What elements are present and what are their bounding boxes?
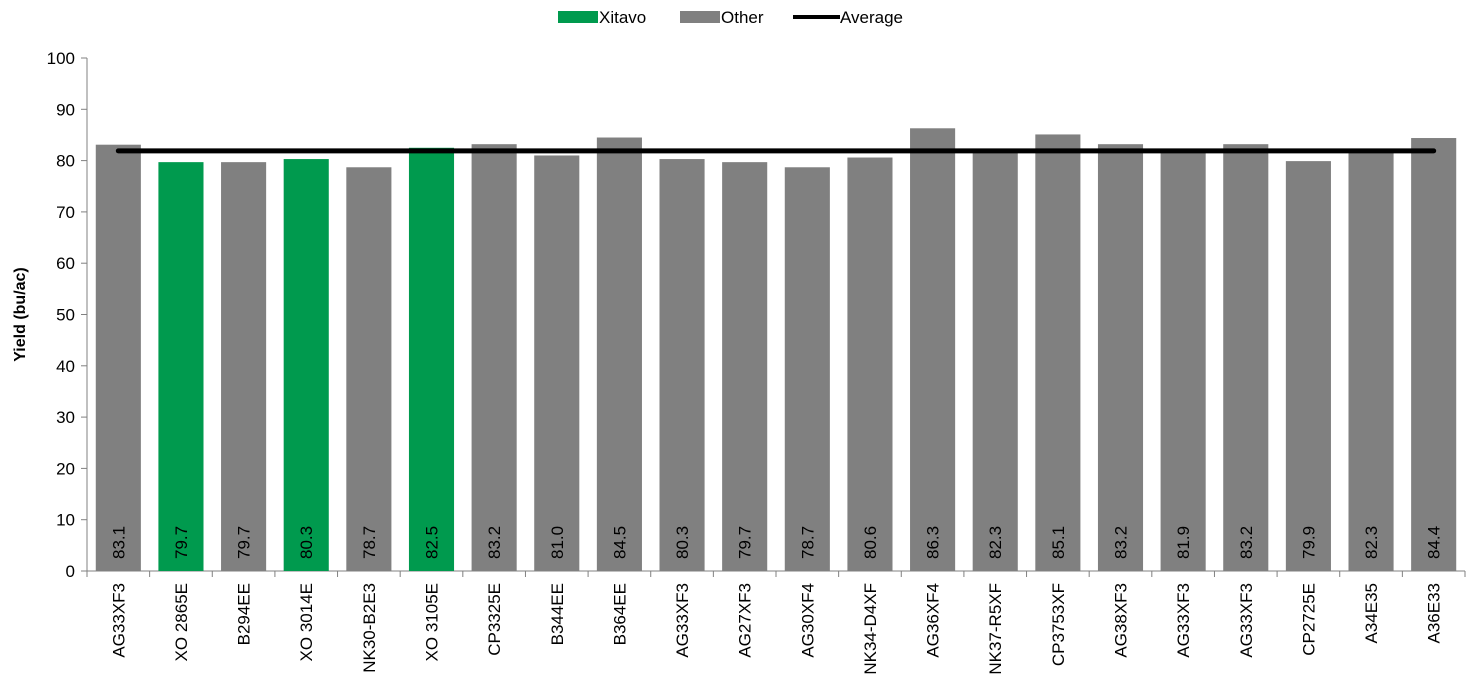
category-label: AG33XF3 [1174, 583, 1193, 658]
y-tick-label: 50 [56, 306, 75, 325]
bar-other [95, 144, 141, 571]
legend-swatch-other [680, 11, 720, 23]
bar-other [534, 155, 580, 571]
bar-value-label: 84.5 [610, 526, 629, 559]
category-label: AG33XF3 [109, 583, 128, 658]
legend-label-other: Other [721, 8, 764, 27]
category-labels: AG33XF3 XO 2865E B294EE XO 3014E NK30-B2E3 XO… [109, 583, 1443, 675]
y-tick-label: 60 [56, 254, 75, 273]
bars [95, 128, 1457, 572]
bar-value-label: 80.3 [673, 526, 692, 559]
bar-value-label: 81.0 [548, 526, 567, 559]
bar-other [596, 137, 642, 571]
bar-xitavo [283, 159, 329, 571]
category-label: NK37-R5XF [986, 583, 1005, 675]
bar-other [1348, 148, 1394, 571]
bar-other [910, 128, 956, 571]
legend-swatch-xitavo [558, 11, 598, 23]
y-tick-label: 40 [56, 357, 75, 376]
category-label: AG33XF3 [673, 583, 692, 658]
category-label: XO 3014E [297, 583, 316, 661]
bar-other [1097, 144, 1144, 571]
bar-value-label: 83.2 [1237, 526, 1256, 559]
bar-value-label: 86.3 [924, 526, 943, 559]
bar-other [847, 157, 893, 571]
bar-value-label: 81.9 [1174, 526, 1193, 559]
category-label: B344EE [548, 583, 567, 645]
category-label: XO 2865E [172, 583, 191, 661]
bar-other [659, 159, 705, 571]
bar-other [722, 162, 768, 572]
category-label: AG33XF3 [1237, 583, 1256, 658]
y-axis-title: Yield (bu/ac) [12, 267, 29, 362]
y-tick-label: 20 [56, 459, 75, 478]
bar-other [1160, 150, 1206, 571]
bar-other [972, 148, 1018, 571]
bar-value-label: 83.1 [109, 526, 128, 559]
bar-other [471, 144, 517, 571]
bar-value-label: 83.2 [1112, 526, 1131, 559]
y-tick-label: 30 [56, 408, 75, 427]
bar-other [346, 167, 392, 572]
category-label: AG36XF4 [924, 583, 943, 658]
category-label: AG30XF4 [798, 583, 817, 658]
data-labels: 83.1 79.7 79.7 80.3 78.7 82.5 83.2 81.0 84.5 80.3… [109, 526, 1443, 559]
bar-value-label: 82.3 [1362, 526, 1381, 559]
bar-value-label: 82.3 [986, 526, 1005, 559]
category-label: CP2725E [1299, 583, 1318, 656]
legend: Xitavo Other Average [558, 8, 903, 27]
category-label: AG27XF3 [736, 583, 755, 658]
bar-value-label: 80.6 [861, 526, 880, 559]
bar-value-label: 80.3 [297, 526, 316, 559]
category-label: XO 3105E [423, 583, 442, 661]
bar-value-label: 83.2 [485, 526, 504, 559]
y-tick-label: 90 [56, 100, 75, 119]
y-tick-label: 70 [56, 203, 75, 222]
bar-value-label: 79.7 [736, 526, 755, 559]
category-label: AG38XF3 [1112, 583, 1131, 658]
bar-other [784, 167, 830, 572]
bar-xitavo [408, 147, 455, 571]
y-tick-label: 0 [66, 562, 75, 581]
bar-value-label: 78.7 [360, 526, 379, 559]
category-label: A36E33 [1425, 583, 1444, 644]
category-label: CP3325E [485, 583, 504, 656]
bar-other [1035, 134, 1081, 571]
bar-value-label: 78.7 [798, 526, 817, 559]
bar-other [221, 162, 267, 572]
bar-value-label: 85.1 [1049, 526, 1068, 559]
y-tick-label: 10 [56, 511, 75, 530]
bar-value-label: 84.4 [1425, 526, 1444, 559]
y-tick-label: 100 [47, 49, 75, 68]
legend-label-xitavo: Xitavo [599, 8, 646, 27]
category-label: NK30-B2E3 [360, 583, 379, 673]
bar-other [1285, 161, 1331, 571]
bar-value-label: 79.9 [1299, 526, 1318, 559]
category-label: CP3753XF [1049, 583, 1068, 666]
category-label: NK34-D4XF [861, 583, 880, 675]
bar-other [1411, 138, 1457, 571]
category-label: A34E35 [1362, 583, 1381, 644]
legend-label-average: Average [840, 8, 903, 27]
bar-other [1223, 144, 1269, 571]
bar-value-label: 79.7 [172, 526, 191, 559]
bar-xitavo [158, 162, 204, 572]
y-tick-label: 80 [56, 152, 75, 171]
bar-value-label: 79.7 [235, 526, 254, 559]
bar-value-label: 82.5 [423, 526, 442, 559]
category-label: B294EE [235, 583, 254, 645]
category-label: B364EE [610, 583, 629, 645]
